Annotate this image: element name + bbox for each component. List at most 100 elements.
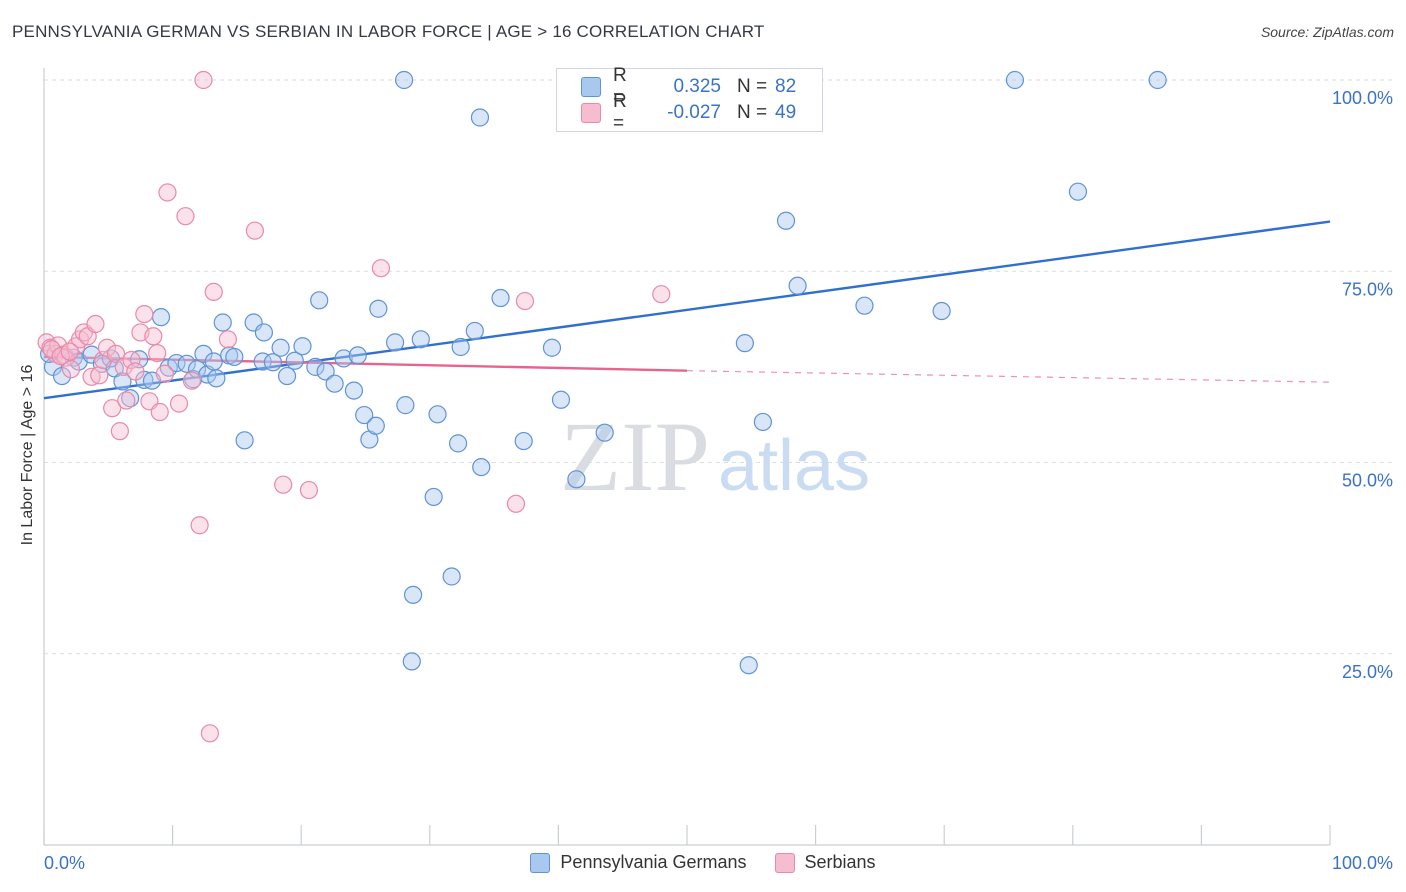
data-point-pennsylvania-germans	[411, 330, 430, 349]
legend-row-pennsylvania-germans: R = 0.325 N = 82	[581, 65, 812, 108]
data-point-pennsylvania-germans	[394, 70, 414, 90]
data-point-pennsylvania-germans	[788, 276, 807, 295]
data-point-pennsylvania-germans	[542, 338, 562, 357]
data-point-pennsylvania-germans	[396, 396, 415, 415]
data-point-serbians	[169, 394, 189, 413]
data-point-pennsylvania-germans	[932, 301, 951, 321]
data-point-pennsylvania-germans	[428, 405, 447, 424]
data-point-serbians	[204, 282, 223, 302]
data-point-serbians	[61, 360, 81, 379]
source-credit: Source: ZipAtlas.com	[1260, 24, 1394, 40]
y-tick-label: 75.0%	[1342, 279, 1393, 299]
data-point-pennsylvania-germans	[1005, 70, 1025, 90]
data-point-serbians	[148, 344, 167, 363]
data-point-pennsylvania-germans	[1148, 70, 1167, 90]
legend-r-value: -0.027	[667, 102, 721, 123]
data-point-serbians	[155, 364, 174, 383]
trendline-pennsylvania-germans	[43, 220, 1331, 400]
legend: R = 0.325 N = 82 R = -0.027 N = 49	[556, 65, 823, 134]
data-point-serbians	[190, 516, 209, 535]
data-point-pennsylvania-germans	[472, 457, 491, 477]
legend-n-label: N =	[737, 76, 768, 97]
data-point-pennsylvania-germans	[1068, 182, 1088, 201]
data-point-serbians	[194, 70, 213, 90]
series-swatch-pink	[774, 852, 795, 873]
series-legend-item-serbians[interactable]: Serbians	[774, 852, 876, 873]
data-point-pennsylvania-germans	[448, 434, 468, 453]
data-point-pennsylvania-germans	[424, 487, 443, 507]
data-point-pennsylvania-germans	[254, 323, 274, 342]
data-point-serbians	[86, 314, 105, 334]
legend-swatch-blue	[581, 77, 601, 97]
trendline-serbians-extension	[686, 370, 1331, 383]
data-point-pennsylvania-germans	[470, 108, 490, 127]
data-point-pennsylvania-germans	[855, 296, 874, 315]
data-point-pennsylvania-germans	[514, 431, 533, 451]
x-tick-label: 100.0%	[1332, 853, 1393, 873]
legend-r-value: 0.325	[673, 76, 721, 97]
data-point-pennsylvania-germans	[366, 416, 385, 435]
data-point-pennsylvania-germans	[310, 291, 329, 310]
data-point-pennsylvania-germans	[355, 405, 374, 425]
data-point-pennsylvania-germans	[293, 337, 312, 356]
y-tick-label: 50.0%	[1342, 471, 1393, 491]
data-point-pennsylvania-germans	[271, 338, 290, 357]
data-point-pennsylvania-germans	[253, 352, 272, 371]
data-point-pennsylvania-germans	[465, 321, 484, 341]
data-point-pennsylvania-germans	[82, 345, 101, 364]
legend-n-value: 82	[775, 76, 797, 97]
data-point-pennsylvania-germans	[285, 351, 304, 370]
data-point-serbians	[97, 338, 117, 357]
data-point-pennsylvania-germans	[207, 369, 226, 388]
data-point-serbians	[274, 475, 293, 494]
data-point-pennsylvania-germans	[306, 357, 325, 376]
data-point-pennsylvania-germans	[225, 347, 244, 367]
data-point-pennsylvania-germans	[344, 381, 364, 400]
trendlines	[43, 220, 1331, 400]
series-legend-label: Serbians	[804, 852, 876, 872]
data-points	[37, 70, 1167, 743]
data-point-pennsylvania-germans	[739, 656, 758, 675]
series-legend-label: Pennsylvania Germans	[560, 852, 747, 872]
series-legend: Pennsylvania Germans Serbians	[0, 852, 1406, 873]
data-point-pennsylvania-germans	[451, 337, 470, 357]
data-point-serbians	[144, 327, 163, 346]
y-tick-label: 25.0%	[1342, 662, 1393, 682]
data-point-serbians	[245, 221, 265, 240]
series-legend-item-pennsylvania-germans[interactable]: Pennsylvania Germans	[530, 852, 747, 873]
watermark-atlas: atlas	[718, 426, 870, 506]
tick-labels: 25.0% 50.0% 75.0% 100.0% 0.0% 100.0%	[44, 88, 1393, 873]
data-point-serbians	[135, 304, 154, 324]
data-point-pennsylvania-germans	[213, 313, 232, 332]
data-point-pennsylvania-germans	[403, 585, 423, 604]
data-point-pennsylvania-germans	[235, 431, 254, 450]
data-point-pennsylvania-germans	[187, 360, 207, 379]
watermark-zip: ZIP	[560, 401, 710, 512]
data-point-pennsylvania-germans	[348, 346, 367, 365]
data-point-serbians	[117, 391, 136, 410]
data-point-serbians	[506, 494, 526, 513]
axes	[43, 68, 1331, 846]
data-point-serbians	[515, 291, 535, 311]
data-point-serbians	[103, 399, 122, 418]
data-point-pennsylvania-germans	[167, 353, 186, 373]
data-point-pennsylvania-germans	[595, 423, 614, 442]
legend-row-serbians: R = -0.027 N = 49	[581, 91, 812, 134]
data-point-pennsylvania-germans	[316, 362, 335, 381]
data-point-pennsylvania-germans	[194, 344, 213, 363]
data-point-serbians	[176, 207, 195, 226]
legend-r-label: R =	[613, 91, 627, 134]
data-point-serbians	[51, 347, 70, 366]
data-point-pennsylvania-germans	[325, 374, 344, 393]
data-point-serbians	[299, 480, 319, 500]
data-point-serbians	[122, 350, 141, 370]
data-point-serbians	[126, 362, 145, 381]
data-point-serbians	[60, 342, 79, 361]
data-point-pennsylvania-germans	[385, 333, 405, 352]
data-point-serbians	[82, 367, 101, 386]
data-point-pennsylvania-germans	[277, 366, 297, 386]
data-point-pennsylvania-germans	[52, 366, 72, 386]
data-point-pennsylvania-germans	[334, 349, 353, 368]
data-point-serbians	[200, 724, 219, 743]
